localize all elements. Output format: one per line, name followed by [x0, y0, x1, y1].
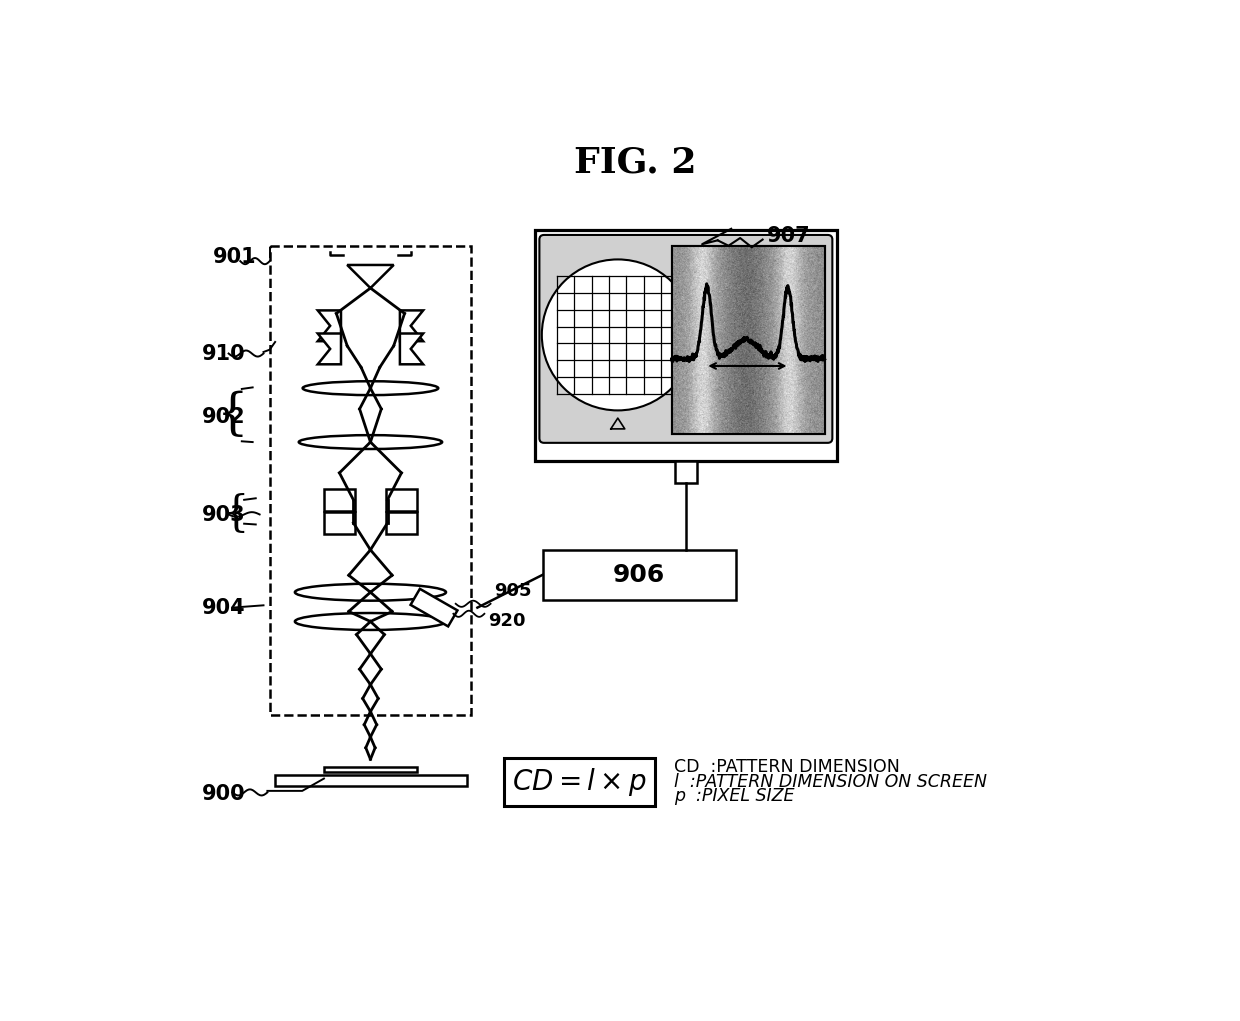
Polygon shape: [399, 334, 423, 364]
Text: 904: 904: [201, 597, 246, 618]
Text: 901: 901: [213, 247, 257, 268]
Text: 900: 900: [201, 784, 246, 804]
Polygon shape: [410, 589, 458, 627]
Bar: [543, 550, 737, 600]
Text: 902: 902: [201, 406, 246, 427]
Bar: [324, 767, 417, 773]
Text: 903: 903: [201, 505, 246, 525]
Bar: [503, 758, 655, 806]
Bar: [534, 231, 837, 461]
Bar: [675, 461, 697, 483]
Ellipse shape: [303, 381, 438, 395]
Text: FIG. 2: FIG. 2: [574, 146, 697, 180]
Bar: [275, 776, 467, 786]
Text: 906: 906: [614, 563, 666, 587]
Text: {: {: [223, 493, 249, 535]
Ellipse shape: [295, 584, 446, 600]
Ellipse shape: [295, 613, 446, 630]
Bar: [324, 513, 355, 534]
Text: CD  :PATTERN DIMENSION: CD :PATTERN DIMENSION: [675, 759, 900, 776]
FancyBboxPatch shape: [539, 235, 832, 443]
Text: p  :PIXEL SIZE: p :PIXEL SIZE: [675, 787, 795, 805]
Polygon shape: [399, 310, 423, 341]
Bar: [324, 489, 355, 510]
Text: {: {: [217, 390, 248, 440]
Bar: [386, 489, 417, 510]
Circle shape: [542, 259, 694, 410]
Polygon shape: [317, 334, 341, 364]
Text: $CD = l \times p$: $CD = l \times p$: [512, 766, 647, 797]
Polygon shape: [347, 265, 394, 288]
Ellipse shape: [299, 435, 443, 449]
Bar: [672, 246, 825, 434]
Text: l  :PATTERN DIMENSION ON SCREEN: l :PATTERN DIMENSION ON SCREEN: [675, 773, 987, 790]
Bar: [386, 513, 417, 534]
Text: 910: 910: [201, 343, 246, 363]
Bar: [672, 246, 825, 434]
Text: 920: 920: [489, 612, 526, 630]
Text: 905: 905: [495, 582, 532, 599]
Polygon shape: [317, 310, 341, 341]
Text: 907: 907: [768, 227, 811, 246]
